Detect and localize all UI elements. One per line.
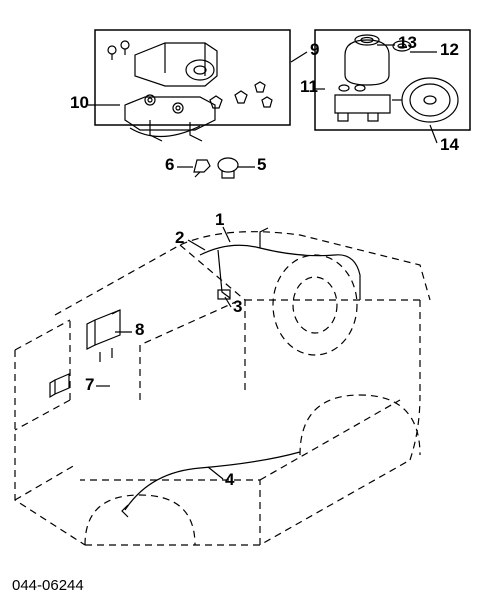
callout-12: 12 [440,40,459,59]
callout-4: 4 [225,470,235,489]
leader-line-1 [223,227,230,242]
part-number: 044-06244 [12,577,84,594]
callout-5: 5 [257,155,266,174]
rear-harness [122,452,300,517]
leader-line-14 [430,125,437,143]
detail-box-9 [95,30,290,125]
callout-3: 3 [233,297,242,316]
callout-6: 6 [165,155,174,174]
callout-14: 14 [440,135,459,154]
leader-line-2 [188,240,205,250]
callout-1: 1 [215,210,224,229]
callout-11: 11 [300,77,318,96]
leader-line-4 [208,467,223,479]
exploded-parts-diagram: 1234567891011121314 044-06244 [0,0,500,600]
callout-7: 7 [85,375,94,394]
front-harness [200,228,360,300]
sensor-5 [218,158,238,178]
callout-layer: 1234567891011121314 [70,33,459,489]
callout-2: 2 [175,228,184,247]
callout-9: 9 [310,40,319,59]
callout-10: 10 [70,93,89,112]
leader-line-9 [291,52,307,62]
module-8 [87,310,120,362]
actuator-bracket [125,97,215,141]
sensor-6 [194,160,210,177]
callout-13: 13 [398,33,417,52]
relay-7 [50,374,69,397]
vehicle-outline [15,232,430,545]
callout-8: 8 [135,320,144,339]
